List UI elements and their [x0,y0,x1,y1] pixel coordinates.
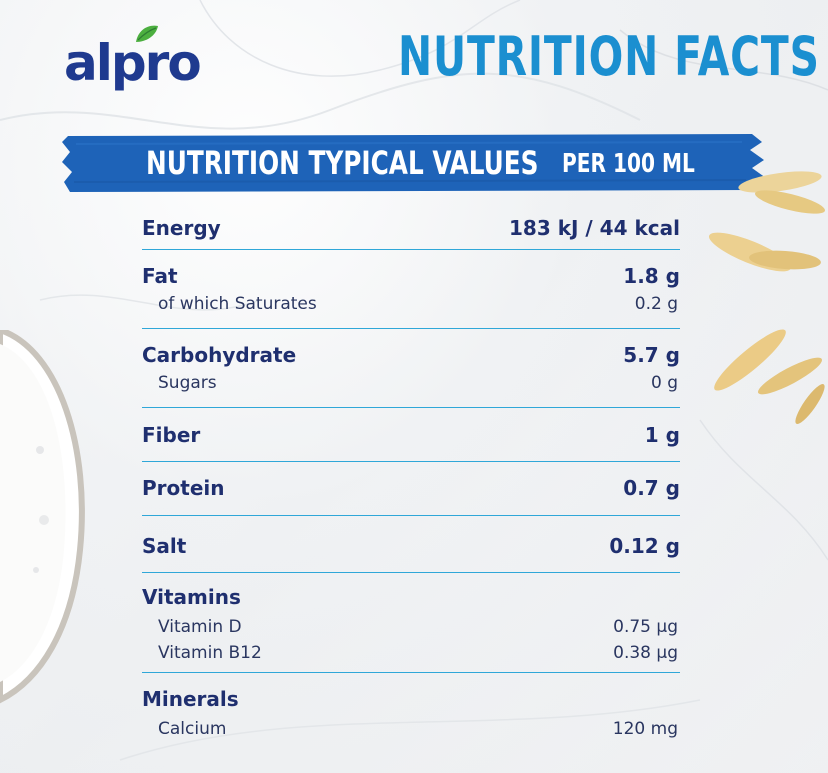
nutrient-value: 183 kJ / 44 kcal [509,216,680,240]
table-row: Salt 0.12 g [142,516,680,573]
sub-nutrient-value: 0.38 µg [613,643,678,663]
sub-nutrient-value: 120 mg [612,719,678,739]
nutrient-label: Minerals [142,687,239,711]
table-row: Vitamins Vitamin D 0.75 µg Vitamin B12 0… [142,573,680,673]
header-per-100ml: PER 100 ML [562,149,695,179]
table-row: Energy 183 kJ / 44 kcal [142,194,680,250]
nutrient-value: 0.12 g [609,534,680,558]
table-row: Protein 0.7 g [142,462,680,516]
nutrient-value: 1.8 g [623,264,680,288]
row-divider [142,515,680,516]
row-divider [142,249,680,250]
sub-nutrient-label: Vitamin B12 [158,643,262,663]
row-divider [142,461,680,462]
header-band [62,134,766,192]
brand-logo: alpro [64,22,224,102]
table-row: Minerals Calcium 120 mg [142,673,680,753]
nutrient-value: 1 g [644,423,680,447]
sub-nutrient-label: Sugars [158,373,217,393]
sub-nutrient-label: Calcium [158,719,227,739]
sub-nutrient-label: of which Saturates [158,294,317,314]
nutrient-label: Carbohydrate [142,343,297,367]
row-divider [142,572,680,573]
header-typical-values: NUTRITION TYPICAL VALUES [146,144,539,182]
nutrient-label: Protein [142,476,225,500]
table-row: Fat 1.8 g of which Saturates 0.2 g [142,250,680,329]
table-row: Fiber 1 g [142,408,680,462]
brand-name: alpro [64,34,202,92]
page-title: NUTRITION FACTS [398,25,820,88]
nutrient-label: Vitamins [142,585,241,609]
oat-grains-decoration [708,171,825,424]
table-row: Carbohydrate 5.7 g Sugars 0 g [142,329,680,408]
sub-nutrient-label: Vitamin D [158,617,242,637]
nutrient-value: 0.7 g [623,476,680,500]
row-divider [142,328,680,329]
nutrient-label: Fat [142,264,178,288]
row-divider [142,407,680,408]
nutrient-label: Fiber [142,423,201,447]
nutrient-label: Salt [142,534,187,558]
sub-nutrient-value: 0.2 g [634,294,678,314]
sub-nutrient-value: 0.75 µg [613,617,678,637]
nutrient-value: 5.7 g [623,343,680,367]
row-divider [142,672,680,673]
leaf-icon [136,25,158,42]
milk-bowl-decoration [0,330,85,704]
nutrient-label: Energy [142,216,221,240]
sub-nutrient-value: 0 g [650,373,678,393]
